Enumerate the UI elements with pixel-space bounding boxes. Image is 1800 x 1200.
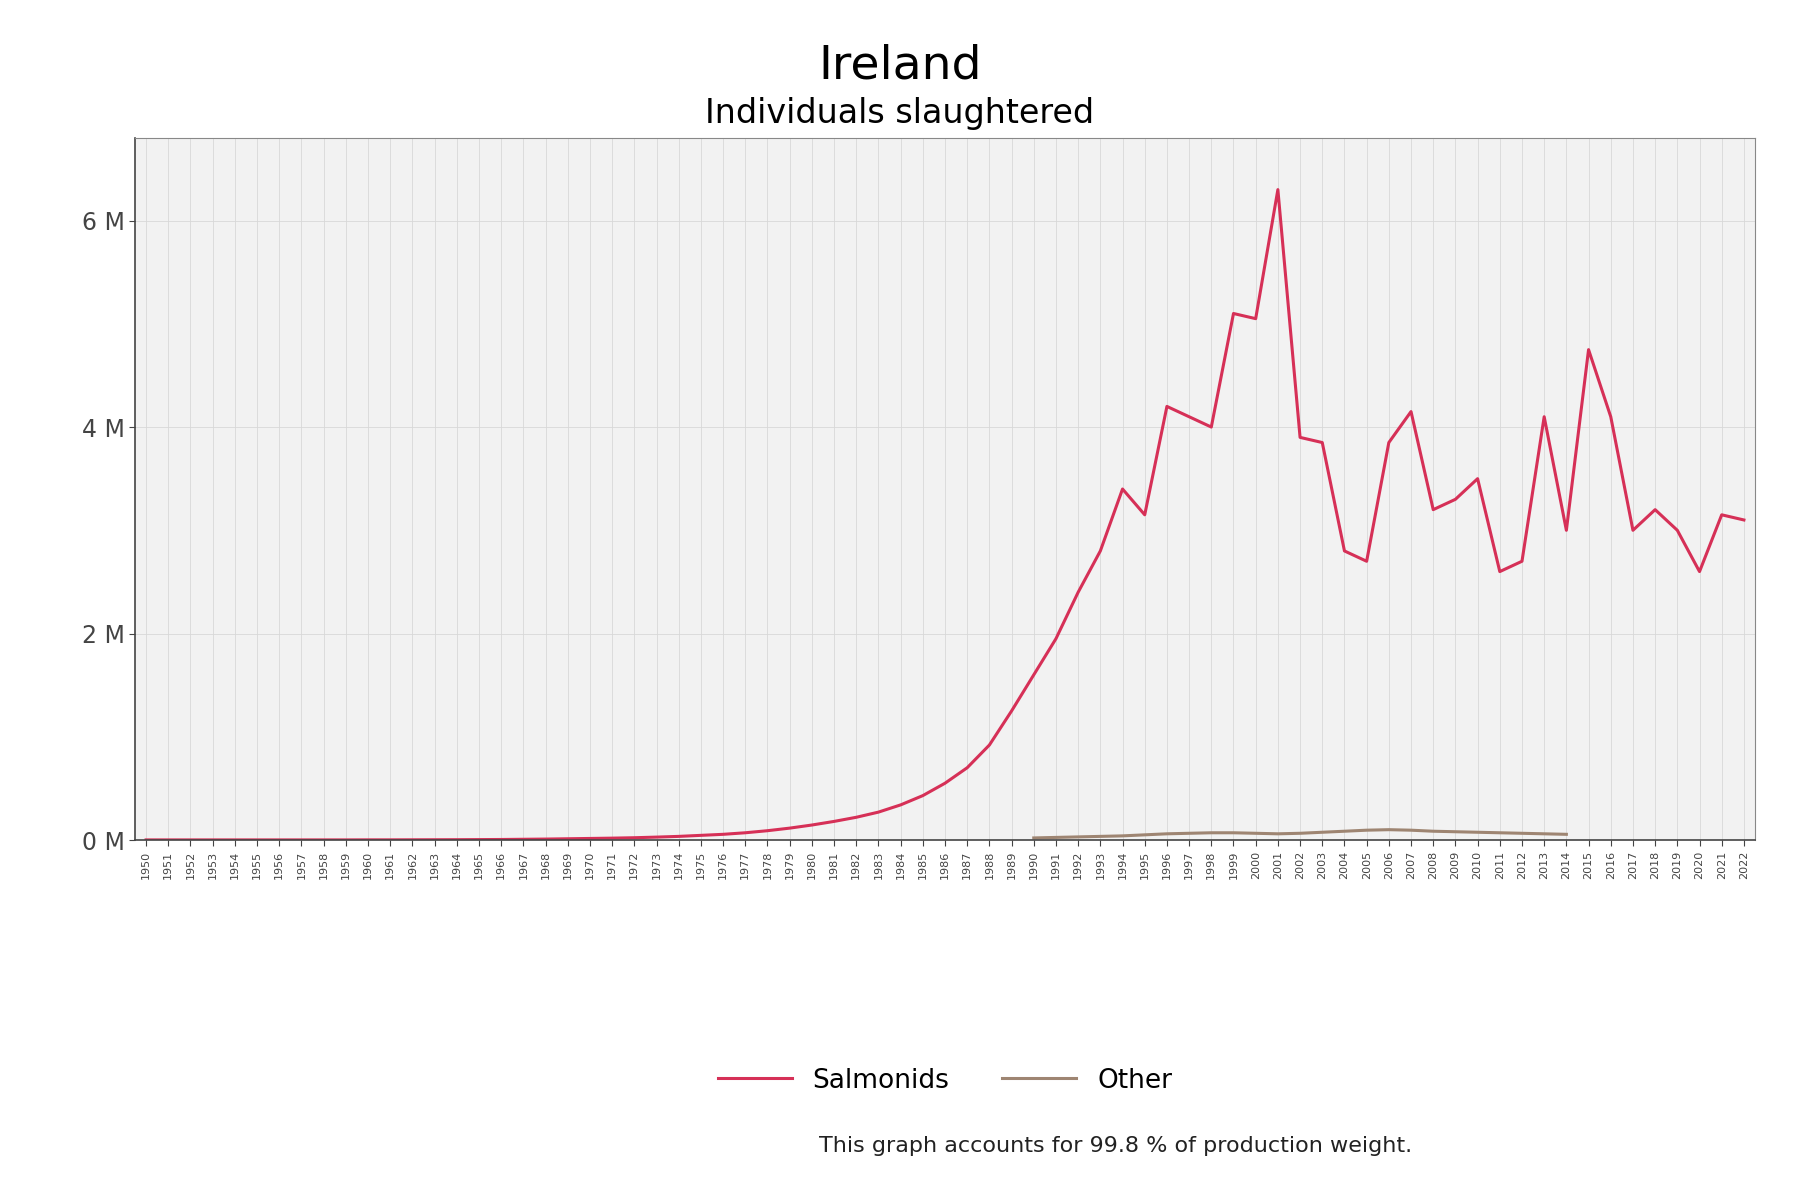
Other (1512, 826, 1534, 840)
Other (1022, 830, 1044, 845)
Salmonids (668, 829, 689, 844)
Other (1467, 826, 1489, 840)
Text: Individuals slaughtered: Individuals slaughtered (706, 97, 1094, 131)
Salmonids (1489, 564, 1510, 578)
Other (1156, 827, 1177, 841)
Other (1067, 829, 1089, 844)
Other (1422, 824, 1444, 839)
Other (1246, 826, 1267, 840)
Salmonids (1600, 409, 1622, 424)
Other (1489, 826, 1510, 840)
Text: This graph accounts for 99.8 % of production weight.: This graph accounts for 99.8 % of produc… (819, 1136, 1413, 1156)
Line: Salmonids: Salmonids (146, 190, 1744, 840)
Other (1355, 823, 1377, 838)
Other (1112, 829, 1134, 844)
Salmonids (934, 776, 956, 791)
Line: Other: Other (1033, 829, 1566, 838)
Other (1379, 822, 1400, 836)
Other (1089, 829, 1111, 844)
Other (1289, 826, 1310, 840)
Salmonids (1534, 409, 1555, 424)
Salmonids (135, 833, 157, 847)
Other (1222, 826, 1244, 840)
Other (1400, 823, 1422, 838)
Text: Ireland: Ireland (819, 43, 981, 89)
Salmonids (1733, 512, 1755, 527)
Other (1046, 830, 1067, 845)
Other (1445, 824, 1467, 839)
Other (1179, 826, 1201, 840)
Other (1334, 824, 1355, 839)
Other (1312, 826, 1334, 840)
Salmonids (490, 833, 511, 847)
Other (1534, 827, 1555, 841)
Other (1201, 826, 1222, 840)
Other (1134, 828, 1156, 842)
Other (1267, 827, 1289, 841)
Legend: Salmonids, Other: Salmonids, Other (718, 1068, 1172, 1093)
Other (1555, 827, 1577, 841)
Salmonids (1267, 182, 1289, 197)
